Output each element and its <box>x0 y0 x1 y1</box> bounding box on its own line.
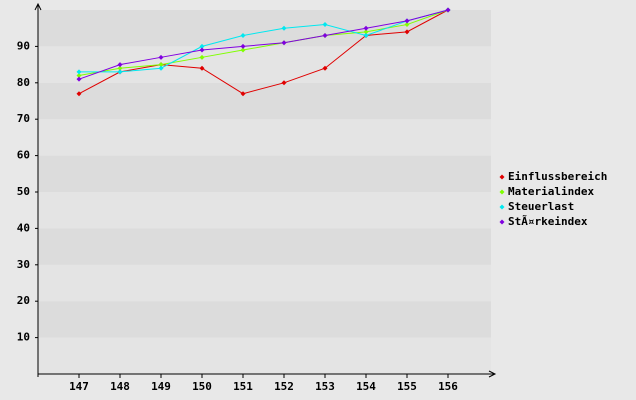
y-tick-label: 70 <box>17 112 30 125</box>
legend-label: StÃ¤rkeindex <box>508 215 588 228</box>
grid-band <box>38 82 491 120</box>
x-tick-label: 156 <box>438 380 458 393</box>
data-point <box>404 18 410 24</box>
legend-marker <box>499 219 505 225</box>
data-point <box>240 43 246 49</box>
x-tick-label: 149 <box>151 380 171 393</box>
data-point <box>281 40 287 46</box>
data-point <box>76 73 82 79</box>
grid-band <box>38 46 491 83</box>
x-tick-label: 155 <box>397 380 417 393</box>
data-point <box>404 29 410 35</box>
series-line <box>78 9 449 80</box>
data-point <box>445 7 451 13</box>
y-tick-label: 20 <box>17 294 30 307</box>
data-point <box>240 91 246 97</box>
data-point <box>281 80 287 86</box>
data-point <box>117 69 123 75</box>
y-tick-label: 10 <box>17 331 30 344</box>
grid-band <box>38 264 491 302</box>
x-tick-label: 151 <box>233 380 253 393</box>
grid-band <box>38 10 491 47</box>
x-axis-arrow <box>488 370 497 378</box>
series-line <box>78 9 449 95</box>
data-point <box>76 69 82 75</box>
data-point <box>199 65 205 71</box>
x-tick-label: 154 <box>356 380 376 393</box>
series-line <box>79 9 449 73</box>
y-tick-label: 50 <box>17 185 30 198</box>
y-tick-label: 60 <box>17 149 30 162</box>
y-axis-arrow <box>34 2 42 11</box>
data-point <box>158 65 164 71</box>
data-point <box>117 62 123 68</box>
data-point <box>76 76 82 82</box>
grid-band <box>38 119 491 156</box>
x-tick-label: 152 <box>274 380 294 393</box>
grid-band <box>38 155 491 192</box>
legend-marker <box>499 204 505 210</box>
data-point <box>240 47 246 53</box>
data-point <box>199 54 205 60</box>
legend-label: Steuerlast <box>508 200 574 213</box>
data-point <box>281 25 287 31</box>
legend-label: Materialindex <box>508 185 594 198</box>
y-tick-label: 40 <box>17 221 30 234</box>
data-point <box>117 65 123 71</box>
grid-band <box>38 301 491 338</box>
data-point <box>322 32 328 38</box>
data-point <box>76 91 82 97</box>
data-point <box>158 54 164 60</box>
data-point <box>158 62 164 68</box>
y-tick-label: 30 <box>17 258 30 271</box>
grid-band <box>38 337 491 374</box>
legend-label: Einflussbereich <box>508 170 607 183</box>
data-point <box>322 22 328 28</box>
data-point <box>363 32 369 38</box>
data-point <box>199 43 205 49</box>
y-tick-label: 90 <box>17 39 30 52</box>
y-tick-label: 80 <box>17 76 30 89</box>
data-point <box>404 22 410 28</box>
data-point <box>322 65 328 71</box>
grid-band <box>38 192 491 229</box>
x-tick-label: 147 <box>69 380 89 393</box>
grid-band <box>38 228 491 265</box>
data-point <box>363 25 369 31</box>
data-point <box>199 47 205 53</box>
x-tick-label: 150 <box>192 380 212 393</box>
x-tick-label: 148 <box>110 380 130 393</box>
data-point <box>363 29 369 35</box>
legend-marker <box>499 189 505 195</box>
x-tick-label: 153 <box>315 380 335 393</box>
legend-marker <box>499 174 505 180</box>
data-point <box>240 32 246 38</box>
